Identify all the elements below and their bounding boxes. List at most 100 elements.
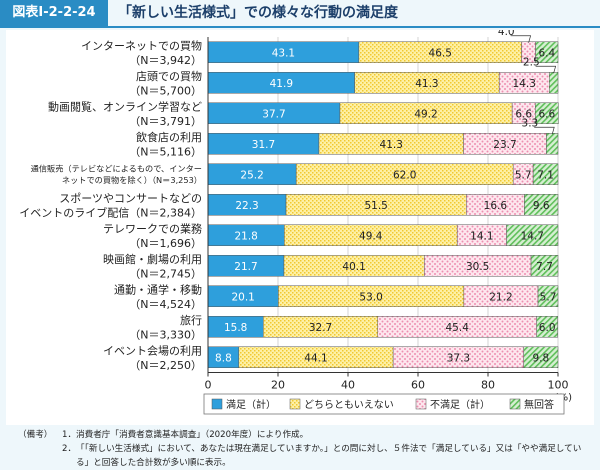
bar-segment-4 [530,255,559,277]
category-n-label: イベントのライブ配信（N＝2,384） [19,205,202,219]
bar-value-label: 49.4 [359,230,383,242]
bar-value-label: 7.1 [537,169,554,181]
bar-segment-4 [536,316,558,338]
category-n-label: （N＝4,524） [129,298,202,311]
category-n-label: （N＝5,700） [129,84,202,97]
legend-swatch [509,398,521,410]
bar-value-label: 16.6 [484,200,508,212]
category-label: 通信販売（テレビなどによるもので、インター [31,163,202,173]
category-n-label: （N＝2,250） [129,359,202,372]
category-label: スポーツやコンサートなどの [59,192,202,205]
bar-value-label: 7.7 [536,261,553,273]
bar-value-label: 44.1 [304,352,327,364]
bar-value-label: 9.6 [533,200,550,212]
bar-segment-4 [549,72,559,94]
note-number: 2． [62,444,77,454]
category-label: インターネットでの買物 [81,38,202,52]
legend-swatch [415,398,427,410]
bar-value-label: 43.1 [272,47,295,59]
figure-title: 「新しい生活様式」での様々な行動の満足度 [118,5,398,21]
bar-segment-4 [535,41,559,63]
callout-label: 4.0 [498,30,515,38]
chart-panel: インターネットでの買物 （N＝3,942） 店頭での買物 （N＝5,700） 動画閲覧、… [6,26,594,425]
bar-segment-4 [506,224,559,246]
category-n-label: （N＝5,116） [129,145,202,158]
bar-value-label: 5.7 [540,291,557,303]
category-label: 通勤・通学・移動 [114,282,202,296]
bar-value-label: 41.3 [415,78,438,90]
bar-value-label: 46.5 [429,47,452,59]
bar-value-label: 9.8 [532,352,549,364]
category-label: 店頭での買物 [136,69,202,83]
bar-value-label: 6.0 [539,322,556,334]
note-2: 2． 「「新しい生活様式」において、あなたは現在満足していますか。」との問に対し… [18,442,594,470]
bar-segment-4 [546,133,559,155]
category-n-label: ネットでの買物を除く）（N＝3,253） [62,175,202,185]
category-label: 旅行 [180,313,202,327]
bar-value-label: 14.7 [521,230,544,242]
bar-segment-4 [532,163,559,185]
x-tick-label: 100 [548,379,569,392]
bar-value-label: 25.2 [240,169,263,181]
category-n-label: （N＝3,791） [129,115,202,128]
bar-value-label: 49.2 [414,108,437,120]
category-label: 動画閲覧、オンライン学習など [48,99,202,113]
stacked-bar-chart: インターネットでの買物 （N＝3,942） 店頭での買物（N＝5,700） 動画閲覧、… [19,26,572,415]
bar-value-label: 22.3 [235,200,258,212]
bar-value-label: 30.5 [466,261,489,273]
bar-value-label: 40.1 [342,261,365,273]
bar-value-label: 6.6 [538,108,555,120]
figure-id: 図表Ⅰ-2-2-24 [0,0,108,26]
figure-header: 図表Ⅰ-2-2-24 「新しい生活様式」での様々な行動の満足度 [0,0,600,28]
category-label: 映画館・劇場の利用 [103,252,202,266]
bar-value-label: 31.7 [252,139,275,151]
callout-leader [510,35,532,43]
notes: （備考） 1． 消費者庁「消費者意識基本調査」（2020年度）により作成。 2．… [18,428,594,470]
bar-value-label: 37.3 [447,352,470,364]
bar-segment-4 [535,102,559,124]
bar-segment-4 [537,285,559,307]
legend-label: 満足（計） [226,398,276,411]
legend-label: どちらともいえない [304,399,394,411]
bar-value-label: 53.0 [359,291,382,303]
bar-value-label: 21.8 [234,230,257,242]
bar-value-label: 21.2 [489,291,512,303]
category-label: テレワークでの業務 [103,221,202,235]
bar-value-label: 62.0 [393,169,416,181]
bar-value-label: 21.7 [234,261,257,273]
category-n-label: （N＝3,330） [129,328,202,341]
bar-value-label: 14.3 [513,78,536,90]
chart-legend: 満足（計） どちらともいえない 不満足（計） 無回答 [203,393,565,415]
x-tick-label: 80 [481,379,495,392]
legend-swatch [211,398,223,410]
x-tick-label: 20 [271,379,285,392]
category-n-label: （N＝2,745） [129,267,202,280]
callout-label: 3.3 [522,117,539,129]
chart-bars: 43.1 46.5 6.4 41.9 41.3 14.3 37.7 49.2 6.6 6.6 31.… [207,41,559,368]
callout-label: 2.5 [523,56,540,68]
category-label: 飲食店の利用 [136,130,202,144]
category-n-label: （N＝3,942） [129,54,202,67]
bar-value-label: 41.9 [270,78,293,90]
bar-value-label: 15.8 [224,322,247,334]
bar-segment-4 [524,194,559,216]
note-1: （備考） 1． 消費者庁「消費者意識基本調査」（2020年度）により作成。 [18,428,594,442]
bar-value-label: 23.7 [493,139,516,151]
bar-value-label: 51.5 [364,200,387,212]
bar-value-label: 6.4 [538,47,555,59]
bar-value-label: 20.1 [231,291,254,303]
bar-value-label: 45.4 [446,322,470,334]
bar-segment-4 [523,346,559,368]
bar-value-label: 32.7 [309,322,332,334]
legend-label: 無回答 [524,398,554,411]
category-labels: インターネットでの買物 （N＝3,942） 店頭での買物（N＝5,700） 動画閲覧、… [19,38,202,372]
note-text: 消費者庁「消費者意識基本調査」（2020年度）により作成。 [76,430,309,440]
legend-label: 不満足（計） [430,398,490,411]
legend-swatch [289,398,301,410]
bar-value-label: 5.7 [515,169,532,181]
notes-head: （備考） [18,430,53,440]
category-label: イベント会場の利用 [103,344,202,357]
note-number: 1． [62,430,77,440]
chart-callouts: 4.0 2.5 3.3 [498,26,557,135]
bar-value-label: 6.6 [515,108,532,120]
